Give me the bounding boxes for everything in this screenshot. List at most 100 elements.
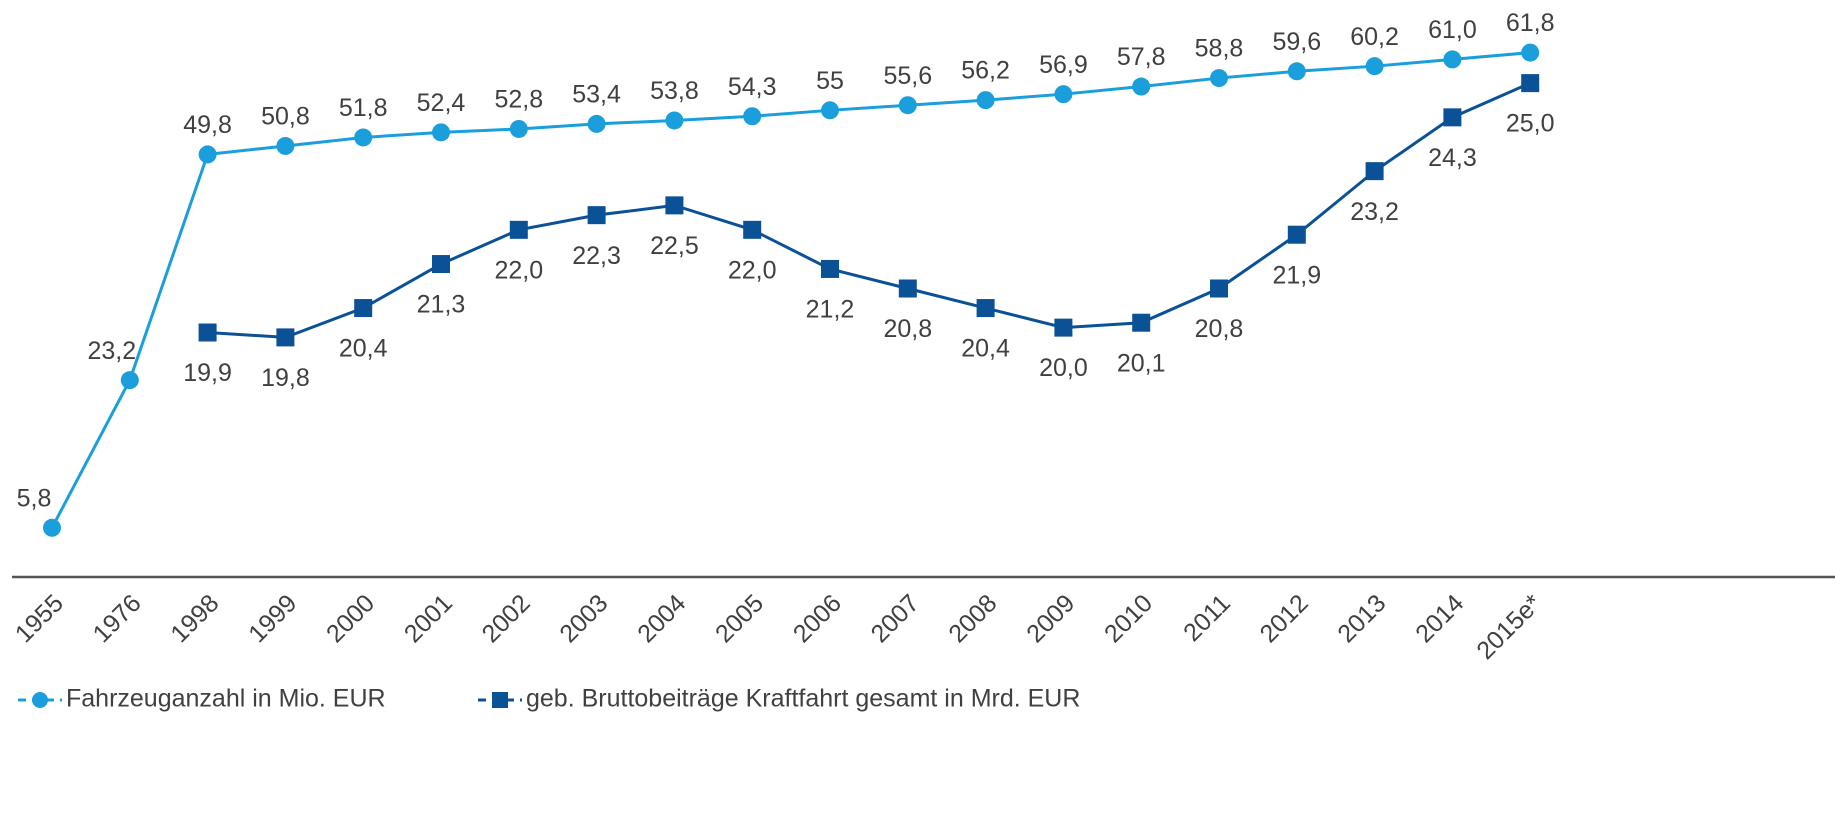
x-tick-label: 1955 <box>10 589 69 648</box>
data-point <box>1132 313 1151 332</box>
x-tick-label: 2011 <box>1178 589 1236 647</box>
x-tick-label: 2004 <box>632 589 691 648</box>
data-label: 60,2 <box>1350 23 1399 51</box>
data-point <box>1365 162 1384 181</box>
data-label: 20,8 <box>883 315 932 343</box>
data-label: 56,2 <box>961 57 1010 85</box>
data-point <box>1054 318 1073 337</box>
data-label: 20,4 <box>339 335 388 363</box>
data-label: 50,8 <box>261 103 310 131</box>
x-tick-label: 2013 <box>1332 589 1391 648</box>
data-label: 53,4 <box>572 80 621 108</box>
data-point <box>1132 77 1151 96</box>
data-point <box>354 128 373 147</box>
x-tick-label: 1998 <box>165 589 224 648</box>
data-label: 22,5 <box>650 232 699 260</box>
data-label: 19,9 <box>183 359 232 387</box>
data-point <box>821 101 839 120</box>
legend-label: Fahrzeuganzahl in Mio. EUR <box>66 685 386 713</box>
x-tick-label: 2005 <box>710 589 769 648</box>
data-label: 21,9 <box>1272 261 1321 289</box>
x-tick-label: 1976 <box>88 589 147 648</box>
x-tick-label: 2009 <box>1021 589 1080 648</box>
data-label: 49,8 <box>183 111 232 139</box>
data-label: 55,6 <box>883 62 932 90</box>
data-label: 53,8 <box>650 77 699 105</box>
data-label: 23,2 <box>1350 198 1399 226</box>
data-point <box>743 107 762 126</box>
x-tick-label: 2006 <box>788 589 847 648</box>
data-point <box>432 255 450 274</box>
data-point <box>1443 50 1462 69</box>
x-tick-label: 2001 <box>399 589 458 648</box>
data-point <box>198 323 217 342</box>
data-point <box>276 136 295 155</box>
data-point <box>509 220 528 239</box>
data-point <box>898 279 917 298</box>
series-line <box>207 81 1531 339</box>
data-label: 20,1 <box>1117 349 1166 377</box>
x-tick-label: 2008 <box>943 589 1002 648</box>
data-label: 58,8 <box>1195 35 1244 63</box>
data-label: 54,3 <box>728 73 777 101</box>
data-point <box>1287 225 1306 244</box>
data-point <box>898 96 917 115</box>
data-label: 56,9 <box>1039 51 1088 79</box>
data-point <box>1443 108 1462 127</box>
data-point <box>43 518 61 537</box>
data-point <box>976 299 995 318</box>
data-label: 52,4 <box>417 89 466 117</box>
data-label: 24,3 <box>1428 144 1477 172</box>
data-label: 57,8 <box>1117 43 1166 71</box>
legend-marker <box>32 692 48 708</box>
data-point <box>1210 69 1228 88</box>
x-tick-label: 2007 <box>866 589 925 648</box>
series-line <box>50 51 1531 529</box>
data-label: 25,0 <box>1506 110 1555 138</box>
data-label: 51,8 <box>339 94 388 122</box>
data-label: 61,8 <box>1506 9 1555 37</box>
data-label: 21,2 <box>806 296 855 324</box>
data-point <box>976 91 995 110</box>
data-label: 5,8 <box>17 484 52 512</box>
x-tick-label: 2000 <box>321 589 380 648</box>
data-point <box>198 145 217 164</box>
data-label: 20,8 <box>1195 315 1244 343</box>
x-tick-label: 2014 <box>1410 589 1469 648</box>
data-label: 20,0 <box>1039 354 1088 382</box>
data-point <box>587 206 606 225</box>
x-tick-label: 2003 <box>554 589 613 648</box>
data-label: 21,3 <box>417 291 466 319</box>
data-point <box>120 371 139 390</box>
x-tick-label: 2015e* <box>1471 589 1547 665</box>
data-label: 59,6 <box>1272 28 1321 56</box>
data-point <box>587 114 606 133</box>
data-point <box>1210 279 1228 298</box>
data-point <box>1054 85 1073 104</box>
data-label: 22,0 <box>494 256 543 284</box>
x-tick-label: 1999 <box>243 589 302 648</box>
legend-marker <box>492 692 508 708</box>
data-point <box>743 220 762 239</box>
data-point <box>1521 43 1540 62</box>
data-label: 22,0 <box>728 256 777 284</box>
data-point <box>509 119 528 138</box>
data-label: 61,0 <box>1428 16 1477 44</box>
data-point <box>821 259 839 278</box>
data-point <box>276 328 295 347</box>
data-point <box>432 123 450 142</box>
data-label: 19,8 <box>261 364 310 392</box>
legend-label: geb. Bruttobeiträge Kraftfahrt gesamt in… <box>526 685 1080 713</box>
x-tick-label: 2012 <box>1255 589 1314 648</box>
data-label: 22,3 <box>572 242 621 270</box>
data-label: 23,2 <box>87 337 136 365</box>
x-tick-label: 2002 <box>477 589 536 648</box>
data-point <box>665 111 684 130</box>
data-point <box>1521 74 1540 93</box>
data-point <box>665 196 684 215</box>
data-point <box>1287 62 1306 81</box>
x-tick-label: 2010 <box>1099 589 1158 648</box>
data-point <box>1365 57 1384 76</box>
